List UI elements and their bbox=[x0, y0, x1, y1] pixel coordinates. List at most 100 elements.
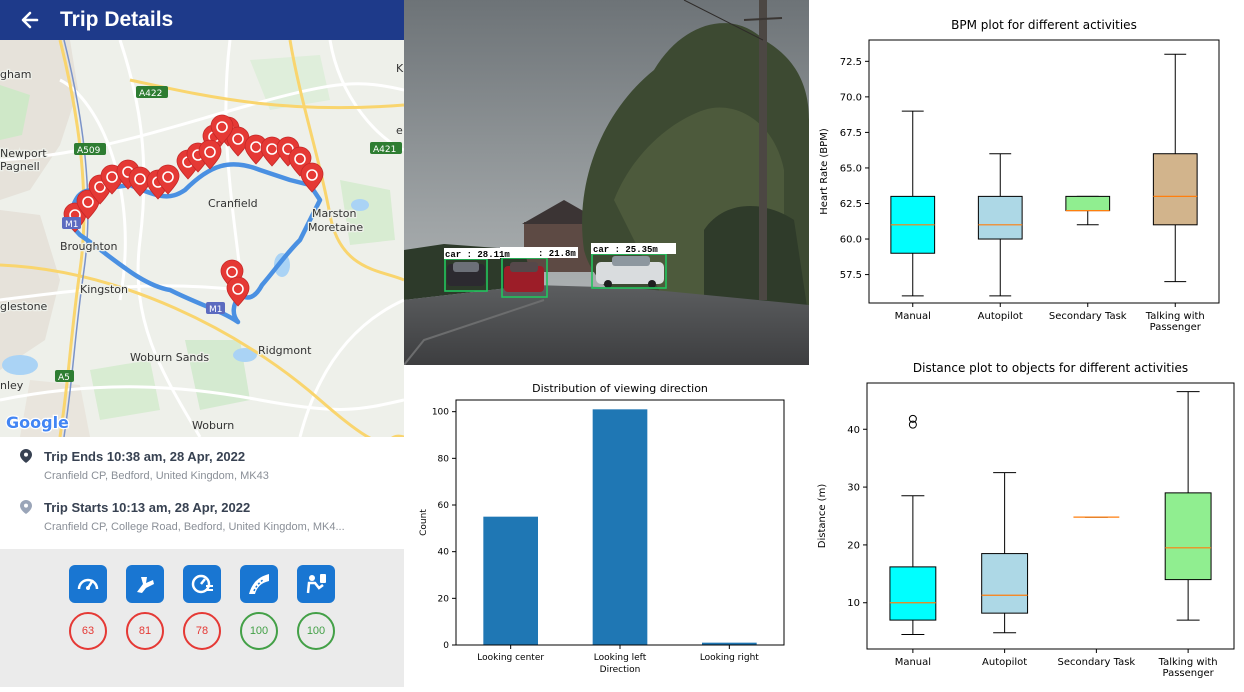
trip-end-address: Cranfield CP, Bedford, United Kingdom, M… bbox=[44, 470, 269, 482]
x-tick-label: Looking right bbox=[700, 653, 759, 663]
page-title: Trip Details bbox=[60, 8, 174, 31]
score-item-speeding[interactable]: 63 bbox=[69, 565, 109, 650]
detection-label: car : 28.11m bbox=[445, 250, 510, 260]
box bbox=[981, 553, 1029, 614]
map-place-label: Woburn bbox=[192, 419, 234, 432]
app-header: Trip Details bbox=[0, 0, 404, 40]
event-marker-icon[interactable] bbox=[300, 162, 324, 193]
chart-title: Distribution of viewing direction bbox=[532, 382, 708, 395]
map-place-label: Pagnell bbox=[0, 160, 40, 173]
y-tick-label: 65.0 bbox=[840, 163, 862, 174]
detected-car bbox=[501, 257, 548, 298]
cornering-icon bbox=[240, 565, 278, 603]
y-tick-label: 62.5 bbox=[840, 199, 862, 210]
y-tick-label: 30 bbox=[847, 483, 860, 494]
trip-start-title: Trip Starts 10:13 am, 28 Apr, 2022 bbox=[44, 500, 251, 515]
score-value: 100 bbox=[249, 625, 269, 637]
google-logo: Google bbox=[6, 413, 69, 432]
score-item-braking[interactable]: 81 bbox=[126, 565, 166, 650]
road-badge bbox=[136, 86, 168, 98]
event-marker-icon[interactable] bbox=[198, 139, 222, 170]
x-tick-label: Passenger bbox=[1150, 322, 1202, 333]
back-arrow-icon bbox=[21, 11, 39, 29]
y-tick-label: 10 bbox=[847, 598, 860, 609]
event-marker-icon[interactable] bbox=[210, 114, 234, 145]
viewing-direction-bar-chart: Distribution of viewing direction Looking… bbox=[404, 365, 809, 687]
map-place-label: Broughton bbox=[60, 240, 118, 253]
detected-car bbox=[591, 253, 667, 289]
score-item-phone-usage[interactable]: 100 bbox=[297, 565, 337, 650]
road-badge bbox=[55, 370, 74, 382]
y-tick-label: 20 bbox=[847, 540, 860, 551]
box bbox=[1065, 195, 1111, 212]
trip-info: Trip Ends 10:38 am, 28 Apr, 2022 Cranfie… bbox=[0, 437, 404, 549]
speedometer-icon bbox=[69, 565, 107, 603]
distance-boxplot: Distance plot to objects for different a… bbox=[809, 343, 1244, 687]
plot-frame bbox=[866, 382, 1235, 650]
bar bbox=[592, 409, 648, 645]
score-item-cornering[interactable]: 100 bbox=[240, 565, 280, 650]
y-tick-label: 72.5 bbox=[840, 57, 862, 68]
detection-label: car : 25.35m bbox=[593, 245, 658, 255]
road-badge-label: A421 bbox=[373, 145, 396, 155]
score-value: 78 bbox=[195, 625, 209, 637]
box bbox=[977, 195, 1023, 240]
map-place-label: Cranfield bbox=[208, 197, 258, 210]
road-badge-label: A509 bbox=[77, 146, 101, 156]
back-button[interactable] bbox=[0, 0, 60, 40]
detection-label: : 21.8m bbox=[538, 249, 576, 259]
x-tick-label: Looking center bbox=[477, 653, 544, 663]
map-place-label: nley bbox=[0, 379, 24, 392]
road-badge-label: M1 bbox=[209, 305, 223, 315]
map-place-label: Newport bbox=[0, 147, 47, 160]
x-tick-label: Secondary Task bbox=[1058, 657, 1136, 668]
location-pin-icon bbox=[20, 500, 32, 514]
event-marker-icon[interactable] bbox=[226, 276, 250, 307]
map-place-label: Woburn Sands bbox=[130, 351, 209, 364]
y-tick-label: 60.0 bbox=[840, 235, 862, 246]
outlier-point bbox=[908, 420, 917, 429]
plot-frame bbox=[455, 399, 785, 646]
map-place-label: Moretaine bbox=[308, 221, 363, 234]
score-ring bbox=[183, 612, 221, 650]
chart-title: BPM plot for different activities bbox=[951, 18, 1137, 32]
road-badge bbox=[206, 302, 225, 314]
x-tick-label: Talking with bbox=[1145, 311, 1205, 322]
road-badge bbox=[62, 217, 81, 229]
map-place-label: Ridgmont bbox=[258, 344, 312, 357]
y-tick-label: 40 bbox=[438, 548, 450, 558]
bpm-boxplot: BPM plot for different activities 57.5 60.… bbox=[809, 0, 1244, 343]
road-badge-label: A422 bbox=[139, 89, 162, 99]
map-place-label: glestone bbox=[0, 300, 48, 313]
y-tick-label: 80 bbox=[438, 454, 450, 464]
score-ring bbox=[240, 612, 278, 650]
acceleration-icon bbox=[183, 565, 221, 603]
map-place-label: e bbox=[396, 124, 403, 137]
bar bbox=[702, 642, 757, 645]
y-tick-label: 57.5 bbox=[840, 270, 862, 281]
braking-icon bbox=[126, 565, 164, 603]
trip-start-address: Cranfield CP, College Road, Bedford, Uni… bbox=[44, 521, 345, 533]
box bbox=[1164, 492, 1212, 581]
trip-details-screen: Trip Details bbox=[0, 0, 404, 687]
box bbox=[889, 566, 937, 621]
score-ring bbox=[297, 612, 335, 650]
event-marker-icon[interactable] bbox=[226, 126, 250, 157]
x-tick-label: Manual bbox=[895, 657, 931, 668]
score-item-acceleration[interactable]: 78 bbox=[183, 565, 223, 650]
phone-usage-icon bbox=[297, 565, 335, 603]
event-marker-icon[interactable] bbox=[76, 189, 100, 220]
y-tick-label: 67.5 bbox=[840, 128, 862, 139]
location-pin-icon bbox=[20, 449, 32, 463]
y-axis-label: Heart Rate (BPM) bbox=[819, 128, 830, 215]
road-badge bbox=[74, 143, 106, 155]
road-badge-label: A5 bbox=[58, 373, 70, 383]
y-axis-label: Count bbox=[419, 509, 429, 536]
road-badge bbox=[370, 142, 402, 154]
x-axis-label: Direction bbox=[600, 665, 641, 675]
bar bbox=[483, 516, 538, 645]
trip-map[interactable]: A422 A509 A421 M1 M1 A5 gham Newport Pagnell Bro… bbox=[0, 40, 404, 437]
event-marker-icon[interactable] bbox=[156, 164, 180, 195]
y-tick-label: 100 bbox=[432, 408, 449, 418]
detected-car bbox=[444, 258, 488, 292]
